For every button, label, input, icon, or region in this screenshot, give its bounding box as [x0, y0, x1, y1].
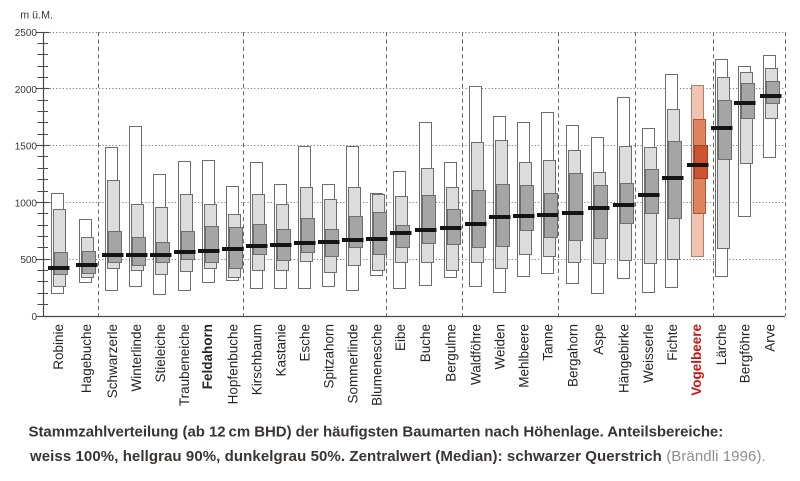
svg-text:Weiden: Weiden — [492, 324, 507, 370]
svg-text:Eibe: Eibe — [393, 324, 408, 351]
svg-text:Bergföhre: Bergföhre — [738, 324, 753, 383]
svg-text:Weisserle: Weisserle — [641, 324, 656, 383]
svg-text:Kirschbaum: Kirschbaum — [250, 324, 265, 395]
svg-text:Arve: Arve — [763, 324, 778, 352]
svg-text:Waldföhre: Waldföhre — [468, 324, 483, 385]
svg-text:Traubeneiche: Traubeneiche — [177, 324, 192, 406]
svg-text:Esche: Esche — [298, 324, 313, 362]
svg-text:Hagebuche: Hagebuche — [79, 324, 94, 393]
svg-text:Stieleiche: Stieleiche — [153, 324, 168, 383]
svg-text:Tanne: Tanne — [541, 324, 556, 361]
svg-text:Fichte: Fichte — [665, 324, 680, 361]
svg-text:m ü.M.: m ü.M. — [20, 9, 53, 21]
svg-text:weiss 100%, hellgrau 90%, dunk: weiss 100%, hellgrau 90%, dunkelgrau 50%… — [29, 448, 766, 465]
svg-text:Vogelbeere: Vogelbeere — [689, 324, 704, 396]
svg-text:Hopfenbuche: Hopfenbuche — [226, 324, 241, 404]
svg-text:Bergulme: Bergulme — [444, 324, 459, 382]
svg-text:Blumenesche: Blumenesche — [370, 324, 385, 406]
svg-text:Robinie: Robinie — [51, 324, 66, 370]
svg-text:Sommerlinde: Sommerlinde — [346, 324, 361, 404]
svg-text:Schwarzerle: Schwarzerle — [105, 324, 120, 398]
svg-text:Buche: Buche — [418, 324, 433, 362]
svg-text:Aspe: Aspe — [591, 324, 606, 355]
svg-text:1000: 1000 — [15, 198, 38, 209]
svg-text:Feldahorn: Feldahorn — [200, 324, 215, 389]
svg-text:Spitzahorn: Spitzahorn — [322, 324, 337, 389]
svg-text:2500: 2500 — [15, 28, 38, 39]
svg-text:Mehlbeere: Mehlbeere — [517, 324, 532, 388]
svg-text:Stammzahlverteilung (ab 12 cm: Stammzahlverteilung (ab 12 cm BHD) der h… — [29, 424, 724, 441]
svg-text:0: 0 — [31, 312, 37, 323]
svg-text:500: 500 — [20, 255, 37, 266]
svg-text:2000: 2000 — [15, 85, 38, 96]
svg-text:Kastanie: Kastanie — [274, 324, 289, 377]
svg-text:1500: 1500 — [15, 142, 38, 153]
svg-text:Winterlinde: Winterlinde — [129, 324, 144, 392]
svg-text:Lärche: Lärche — [714, 324, 729, 365]
svg-text:Hängebirke: Hängebirke — [616, 324, 631, 393]
svg-text:Bergahorn: Bergahorn — [565, 324, 580, 387]
